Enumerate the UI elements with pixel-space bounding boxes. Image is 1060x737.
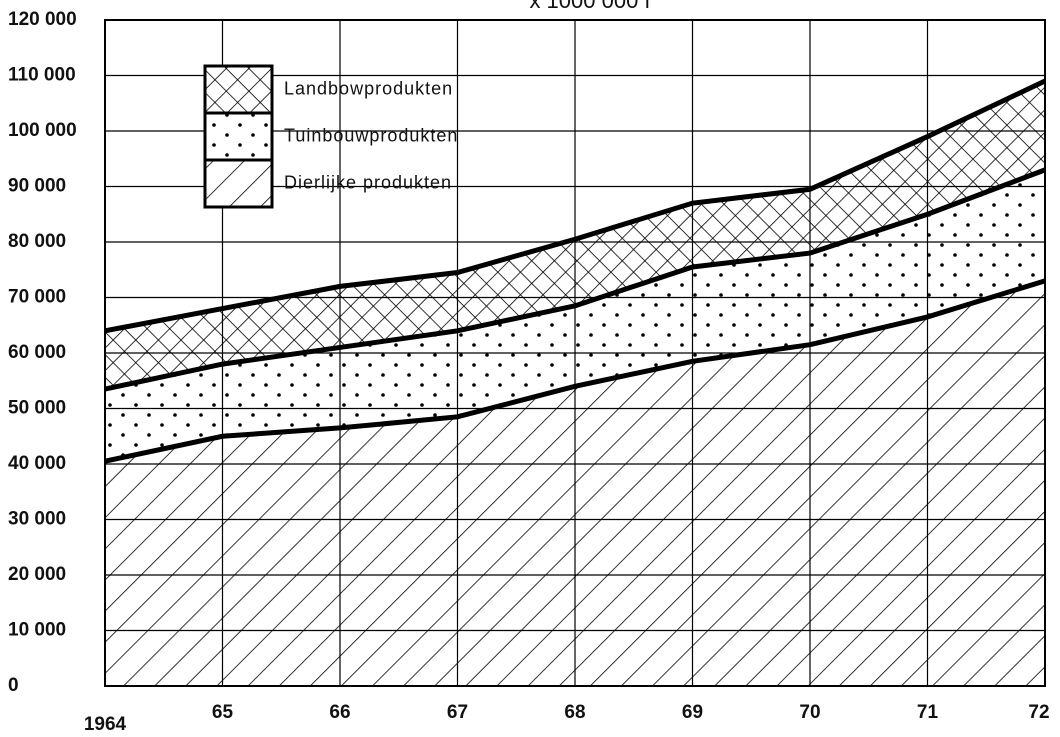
y-tick-label: 20 000	[8, 564, 66, 585]
y-tick-label: 0	[8, 675, 19, 696]
legend-swatch	[203, 158, 274, 209]
legend-label: Dierlijke produkten	[284, 172, 452, 192]
x-tick-label: 72	[1028, 702, 1049, 723]
legend-swatch	[203, 111, 274, 162]
x-tick-label: 70	[799, 702, 820, 723]
x-tick-label: 68	[564, 702, 585, 723]
x-tick-label: 71	[917, 702, 939, 723]
y-tick-label: 100 000	[8, 120, 77, 141]
area-edge	[104, 278, 1046, 464]
y-tick-label: 90 000	[8, 176, 66, 197]
chart-title: x 1000 000 f	[529, 0, 651, 13]
y-tick-label: 50 000	[8, 398, 66, 419]
y-tick-label: 110 000	[8, 65, 76, 86]
legend-swatch	[203, 64, 274, 115]
y-tick-label: 80 000	[8, 231, 66, 252]
legend-label: Tuinbouwprodukten	[284, 125, 458, 145]
x-tick-label: 67	[447, 702, 468, 723]
legend-label: Landbowprodukten	[284, 78, 453, 98]
y-tick-label: 70 000	[8, 287, 66, 308]
plot-frame	[104, 19, 1046, 687]
x-tick-label: 69	[682, 702, 703, 723]
y-tick-label: 120 000	[8, 9, 77, 30]
y-tick-label: 10 000	[8, 620, 66, 641]
y-tick-label: 30 000	[8, 509, 66, 530]
x-tick-label: 1964	[84, 714, 127, 735]
area-edge	[104, 167, 1046, 392]
x-tick-label: 65	[212, 702, 234, 723]
x-tick-label: 66	[329, 702, 350, 723]
y-tick-label: 60 000	[8, 342, 66, 363]
y-tick-label: 40 000	[8, 453, 66, 474]
area-edge	[104, 78, 1047, 334]
